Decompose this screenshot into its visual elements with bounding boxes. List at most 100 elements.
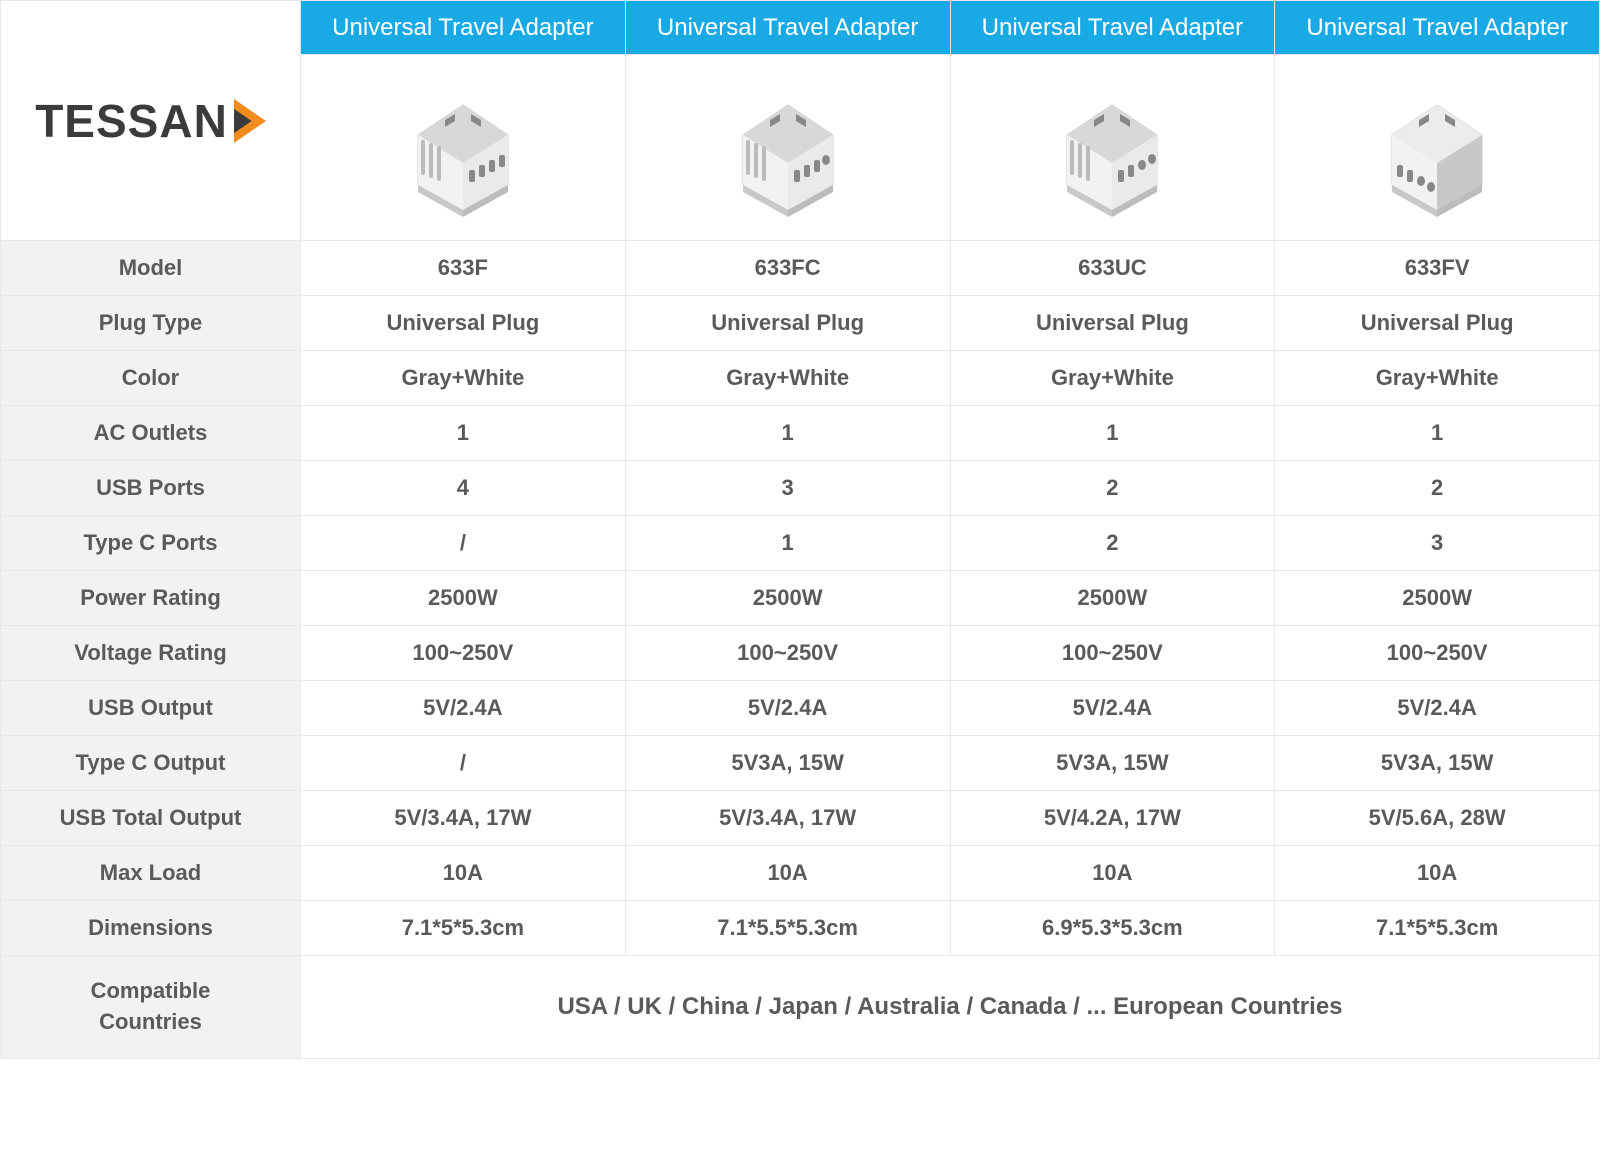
- data-cell: 7.1*5*5.3cm: [1275, 901, 1600, 956]
- brand-logo: TESSAN: [35, 94, 266, 148]
- data-cell: 6.9*5.3*5.3cm: [950, 901, 1275, 956]
- row-label: AC Outlets: [1, 406, 301, 461]
- col-header-1: Universal Travel Adapter: [301, 1, 626, 55]
- table-row: Type C Output/5V3A, 15W5V3A, 15W5V3A, 15…: [1, 736, 1600, 791]
- table-row: Power Rating2500W2500W2500W2500W: [1, 571, 1600, 626]
- adapter-icon: [383, 65, 543, 225]
- brand-text: TESSAN: [35, 94, 228, 148]
- data-cell: Universal Plug: [301, 296, 626, 351]
- data-cell: 633F: [301, 241, 626, 296]
- table-row: USB Output5V/2.4A5V/2.4A5V/2.4A5V/2.4A: [1, 681, 1600, 736]
- data-cell: 2500W: [950, 571, 1275, 626]
- data-cell: 5V/3.4A, 17W: [625, 791, 950, 846]
- row-label: Voltage Rating: [1, 626, 301, 681]
- adapter-icon: [1357, 65, 1517, 225]
- row-label: Max Load: [1, 846, 301, 901]
- data-cell: 5V3A, 15W: [625, 736, 950, 791]
- data-cell: /: [301, 516, 626, 571]
- compat-label-line2: Countries: [99, 1009, 202, 1034]
- data-cell: 7.1*5*5.3cm: [301, 901, 626, 956]
- data-cell: 5V/4.2A, 17W: [950, 791, 1275, 846]
- data-cell: /: [301, 736, 626, 791]
- data-cell: 3: [625, 461, 950, 516]
- data-cell: 1: [625, 516, 950, 571]
- product-image-4: [1275, 55, 1600, 241]
- product-image-3: [950, 55, 1275, 241]
- data-cell: 5V3A, 15W: [950, 736, 1275, 791]
- data-cell: 10A: [625, 846, 950, 901]
- row-label: Power Rating: [1, 571, 301, 626]
- row-label: Type C Ports: [1, 516, 301, 571]
- table-row: Dimensions7.1*5*5.3cm7.1*5.5*5.3cm6.9*5.…: [1, 901, 1600, 956]
- table-row: ColorGray+WhiteGray+WhiteGray+WhiteGray+…: [1, 351, 1600, 406]
- adapter-icon: [1032, 65, 1192, 225]
- product-image-1: [301, 55, 626, 241]
- data-cell: 10A: [1275, 846, 1600, 901]
- table-row: Model633F633FC633UC633FV: [1, 241, 1600, 296]
- data-cell: 100~250V: [301, 626, 626, 681]
- data-cell: 10A: [950, 846, 1275, 901]
- data-cell: 2: [1275, 461, 1600, 516]
- data-cell: 5V/5.6A, 28W: [1275, 791, 1600, 846]
- table-row: Plug TypeUniversal PlugUniversal PlugUni…: [1, 296, 1600, 351]
- row-label: USB Total Output: [1, 791, 301, 846]
- data-cell: 5V/3.4A, 17W: [301, 791, 626, 846]
- row-label: Plug Type: [1, 296, 301, 351]
- product-image-2: [625, 55, 950, 241]
- data-cell: 1: [950, 406, 1275, 461]
- data-cell: 2500W: [625, 571, 950, 626]
- data-cell: 1: [301, 406, 626, 461]
- adapter-icon: [708, 65, 868, 225]
- data-cell: 633UC: [950, 241, 1275, 296]
- data-cell: 10A: [301, 846, 626, 901]
- data-cell: Gray+White: [1275, 351, 1600, 406]
- data-cell: 2: [950, 461, 1275, 516]
- table-body: Model633F633FC633UC633FVPlug TypeUnivers…: [1, 241, 1600, 956]
- data-cell: 633FC: [625, 241, 950, 296]
- table-row: AC Outlets1111: [1, 406, 1600, 461]
- table-row: Type C Ports/123: [1, 516, 1600, 571]
- comparison-table: TESSAN Universal Travel Adapter Universa…: [0, 0, 1600, 1059]
- data-cell: 100~250V: [625, 626, 950, 681]
- col-header-2: Universal Travel Adapter: [625, 1, 950, 55]
- table-row: USB Total Output5V/3.4A, 17W5V/3.4A, 17W…: [1, 791, 1600, 846]
- data-cell: 100~250V: [1275, 626, 1600, 681]
- data-cell: Gray+White: [301, 351, 626, 406]
- row-label: Dimensions: [1, 901, 301, 956]
- data-cell: 3: [1275, 516, 1600, 571]
- data-cell: 4: [301, 461, 626, 516]
- compat-value: USA / UK / China / Japan / Australia / C…: [301, 956, 1600, 1059]
- table-row: Max Load10A10A10A10A: [1, 846, 1600, 901]
- row-label: USB Output: [1, 681, 301, 736]
- data-cell: 5V/2.4A: [625, 681, 950, 736]
- table-row: USB Ports4322: [1, 461, 1600, 516]
- data-cell: 5V/2.4A: [950, 681, 1275, 736]
- compat-label-line1: Compatible: [91, 978, 211, 1003]
- data-cell: 5V3A, 15W: [1275, 736, 1600, 791]
- row-label: USB Ports: [1, 461, 301, 516]
- row-label: Color: [1, 351, 301, 406]
- header-row: TESSAN Universal Travel Adapter Universa…: [1, 1, 1600, 55]
- data-cell: 1: [625, 406, 950, 461]
- table-row: Voltage Rating100~250V100~250V100~250V10…: [1, 626, 1600, 681]
- col-header-4: Universal Travel Adapter: [1275, 1, 1600, 55]
- compat-label: Compatible Countries: [1, 956, 301, 1059]
- data-cell: 5V/2.4A: [1275, 681, 1600, 736]
- data-cell: 1: [1275, 406, 1600, 461]
- data-cell: 633FV: [1275, 241, 1600, 296]
- data-cell: 2500W: [301, 571, 626, 626]
- data-cell: 2: [950, 516, 1275, 571]
- data-cell: 5V/2.4A: [301, 681, 626, 736]
- footer-row: Compatible Countries USA / UK / China / …: [1, 956, 1600, 1059]
- logo-cell: TESSAN: [1, 1, 301, 241]
- data-cell: Universal Plug: [1275, 296, 1600, 351]
- data-cell: Universal Plug: [625, 296, 950, 351]
- data-cell: 2500W: [1275, 571, 1600, 626]
- data-cell: Gray+White: [950, 351, 1275, 406]
- row-label: Type C Output: [1, 736, 301, 791]
- data-cell: 7.1*5.5*5.3cm: [625, 901, 950, 956]
- logo-triangle-icon: [234, 99, 266, 143]
- data-cell: Universal Plug: [950, 296, 1275, 351]
- data-cell: 100~250V: [950, 626, 1275, 681]
- data-cell: Gray+White: [625, 351, 950, 406]
